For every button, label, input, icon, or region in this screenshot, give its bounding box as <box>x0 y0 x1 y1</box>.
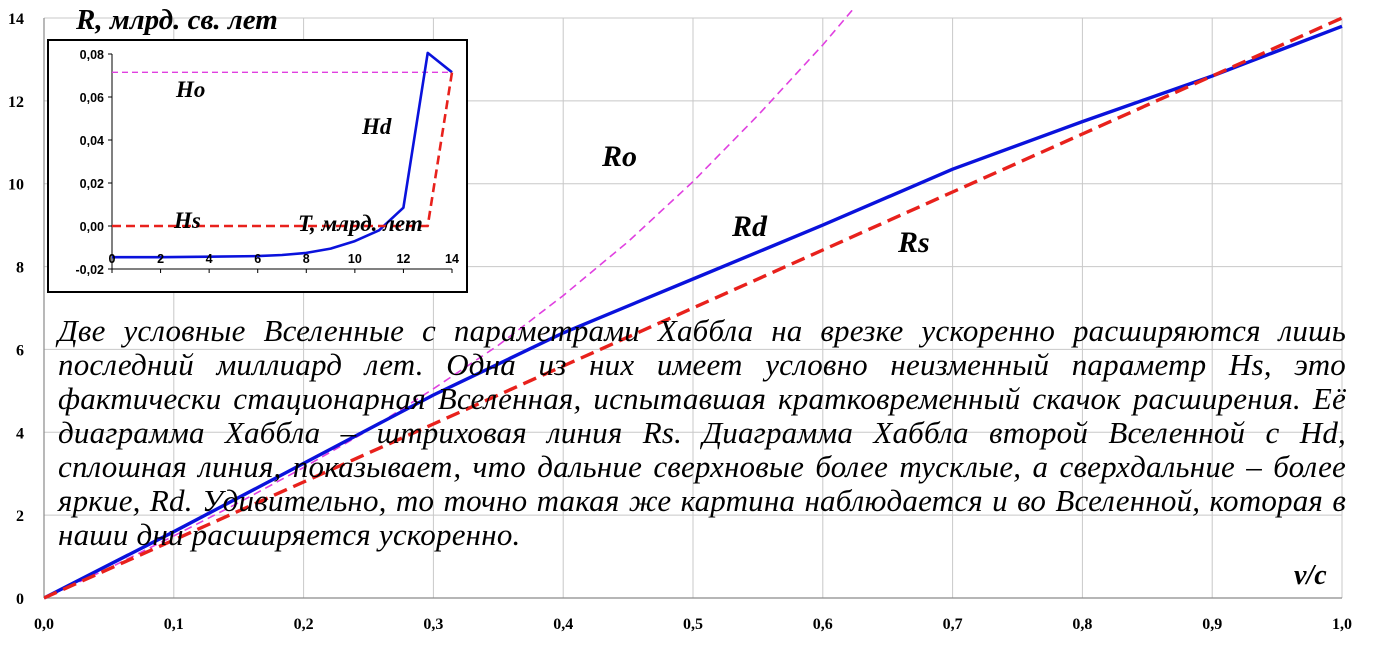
y-tick-label: 2 <box>16 508 24 525</box>
inset-x-tick-label: 0 <box>109 252 116 266</box>
series-label-ro: Ro <box>601 140 637 173</box>
inset-x-tick-label: 14 <box>445 252 459 266</box>
inset-x-title: T, млрд. лет <box>298 211 423 236</box>
x-tick-label: 0,1 <box>164 616 184 633</box>
inset-series-line-hs <box>112 72 454 228</box>
inset-y-tick-label: 0,06 <box>80 91 104 105</box>
x-tick-label: 0,6 <box>813 616 833 633</box>
inset-series-line-hd <box>112 51 453 259</box>
series-label-rd: Rd <box>731 210 768 243</box>
inset-frame <box>47 39 468 293</box>
inset-y-tick-label: 0,08 <box>80 48 104 62</box>
x-tick-label: 0,4 <box>553 616 573 633</box>
y-tick-label: 14 <box>8 11 24 28</box>
y-tick-label: 0 <box>16 591 24 608</box>
inset-tick-labels: -0,02 0,00 0,02 0,04 0,06 0,08 0 2 4 6 8 10 12 14 <box>76 48 459 277</box>
x-axis-title: v/c <box>1294 560 1327 591</box>
inset-label-hs: Hs <box>173 208 201 233</box>
inset-x-tick-label: 6 <box>254 252 261 266</box>
main-axes <box>43 18 1342 599</box>
inset-x-tick-label: 10 <box>348 252 362 266</box>
main-grid <box>44 17 1343 598</box>
inset-y-tick-label: 0,00 <box>80 220 104 234</box>
main-tick-labels: 0,0 0,1 0,2 0,3 0,4 0,5 0,6 0,7 0,8 0,9 1,0 0 2 4 6 8 10… <box>8 11 1352 633</box>
inset-label-ho: Ho <box>175 77 205 102</box>
series-line-rd <box>44 24 1343 600</box>
x-tick-label: 0,2 <box>294 616 314 633</box>
inset-chart: -0,020,000,020,040,060,080 2 4 6 8 10 12 14 Ho … <box>47 39 468 293</box>
series-label-rs: Rs <box>897 226 930 259</box>
y-tick-label: 6 <box>16 342 24 359</box>
inset-y-tick-label: 0,02 <box>80 177 104 191</box>
inset-x-tick-label: 12 <box>396 252 410 266</box>
x-tick-label: 0,8 <box>1072 616 1092 633</box>
inset-series <box>112 51 454 259</box>
y-tick-label: 8 <box>16 260 24 277</box>
inset-x-tick-label: 4 <box>206 252 213 266</box>
inset-axes <box>108 53 453 273</box>
inset-y-tick-label: -0,02 <box>76 263 105 277</box>
x-tick-label: 1,0 <box>1332 616 1352 633</box>
y-tick-label: 10 <box>8 177 24 194</box>
x-tick-label: 0,5 <box>683 616 703 633</box>
inset-x-tick-label: 2 <box>157 252 164 266</box>
y-tick-label: 4 <box>16 425 24 442</box>
series-line-ro <box>44 10 854 599</box>
main-series <box>44 10 1343 600</box>
x-tick-label: 0,3 <box>423 616 443 633</box>
inset-label-hd: Hd <box>361 114 392 139</box>
x-tick-label: 0,9 <box>1202 616 1222 633</box>
inset-y-tick-label: 0,04 <box>80 134 104 148</box>
x-tick-label: 0,0 <box>34 616 54 633</box>
x-tick-label: 0,7 <box>943 616 963 633</box>
series-line-rs <box>44 16 1343 600</box>
caption-text: Две условные Вселенные с параметрами Хаб… <box>58 313 1346 552</box>
inset-x-tick-label: 8 <box>303 252 310 266</box>
y-tick-label: 12 <box>8 94 24 111</box>
y-axis-title: R, млрд. св. лет <box>75 4 278 36</box>
